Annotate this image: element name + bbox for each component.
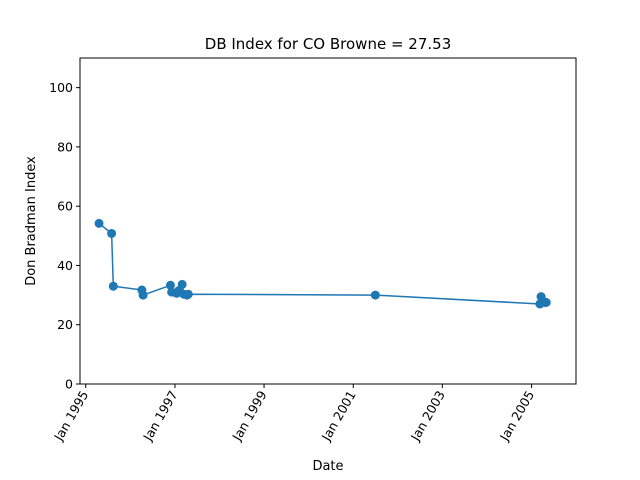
y-tick-label: 60 [57, 199, 73, 214]
data-point [165, 280, 175, 290]
y-axis-label: Don Bradman Index [24, 156, 39, 286]
y-tick-label: 80 [57, 139, 73, 154]
data-point [183, 289, 193, 299]
plot-frame [79, 57, 577, 385]
x-axis-label: Date [312, 459, 343, 474]
chart-title: DB Index for CO Browne = 27.53 [205, 35, 451, 53]
y-tick-label: 20 [57, 317, 73, 332]
y-tick-label: 100 [49, 80, 73, 95]
data-point [94, 218, 104, 228]
series-layer [94, 218, 551, 309]
y-tick-label: 0 [65, 377, 73, 392]
y-tick-label: 40 [57, 258, 73, 273]
data-point [541, 297, 551, 307]
data-point [177, 279, 187, 289]
data-point [370, 290, 380, 300]
data-point [138, 290, 148, 300]
y-axis: 0 20 40 60 80 100 [49, 80, 80, 392]
data-point [108, 281, 118, 291]
data-point [107, 228, 117, 238]
